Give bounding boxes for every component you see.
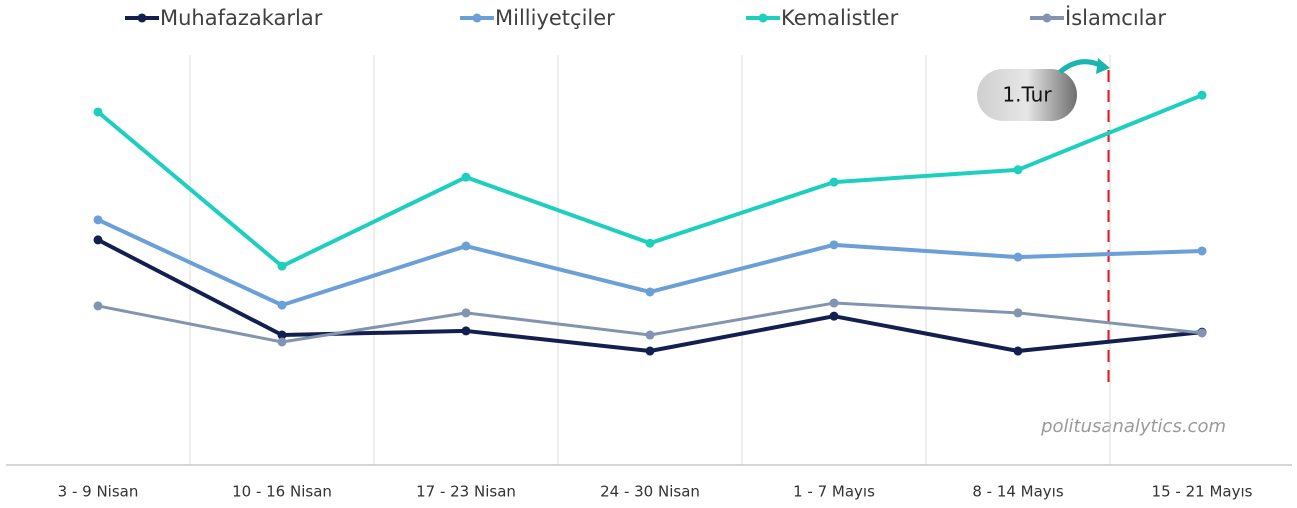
legend-label: Kemalistler [781, 6, 899, 30]
data-point [93, 215, 103, 225]
legend-dot [1042, 13, 1052, 23]
data-point [829, 240, 839, 250]
x-tick-label: 24 - 30 Nisan [600, 483, 700, 501]
data-point [93, 301, 103, 311]
annotation-pill [977, 69, 1077, 121]
data-point [829, 177, 839, 187]
data-point [645, 330, 655, 340]
source: politusanalytics.com [1040, 416, 1226, 437]
data-point [461, 241, 471, 251]
data-point [1197, 246, 1207, 256]
data-point [277, 337, 287, 347]
x-tick-label: 10 - 16 Nisan [232, 483, 332, 501]
data-point [277, 261, 287, 271]
data-point [93, 107, 103, 117]
data-point [277, 330, 287, 340]
data-point [461, 326, 471, 336]
annotation: 1.Tur [1002, 83, 1052, 107]
annotation-arrowhead [1096, 58, 1110, 74]
data-point [1013, 346, 1023, 356]
x-tick-label: 8 - 14 Mayıs [972, 483, 1064, 501]
data-point [1013, 165, 1023, 175]
annotation-arrow [1058, 59, 1104, 74]
x-tick-label: 3 - 9 Nisan [58, 483, 139, 501]
data-point [93, 235, 103, 245]
data-point [645, 346, 655, 356]
data-point [645, 287, 655, 297]
data-point [829, 311, 839, 321]
x-tick-label: 17 - 23 Nisan [416, 483, 516, 501]
data-point [645, 238, 655, 248]
data-point [1197, 328, 1207, 338]
data-point [1013, 252, 1023, 262]
legend-label: Muhafazakarlar [160, 6, 323, 30]
data-point [829, 298, 839, 308]
data-point [1197, 90, 1207, 100]
legend-dot [472, 13, 482, 23]
x-tick-label: 15 - 21 Mayıs [1152, 483, 1253, 501]
data-point [1013, 308, 1023, 318]
legend-dot [137, 13, 147, 23]
x-tick-label: 1 - 7 Mayıs [793, 483, 875, 501]
legend-label: İslamcılar [1065, 5, 1166, 30]
data-point [277, 300, 287, 310]
data-point [461, 172, 471, 182]
legend-label: Milliyetçiler [495, 6, 615, 30]
legend-dot [758, 13, 768, 23]
data-point [461, 308, 471, 318]
